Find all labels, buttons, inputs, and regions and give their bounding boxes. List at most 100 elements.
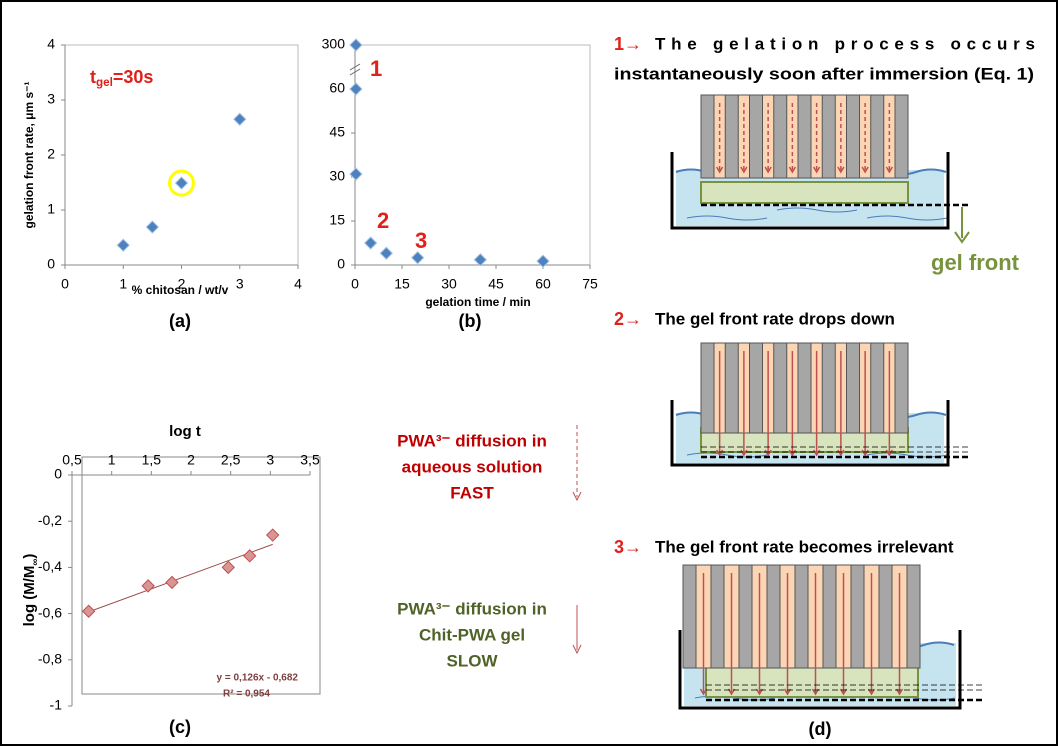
arrow-head	[764, 166, 772, 174]
data-point	[116, 238, 130, 252]
tank	[670, 400, 950, 467]
step-marker: 1→	[614, 34, 642, 54]
data-point	[233, 112, 247, 126]
tube	[773, 94, 788, 179]
data-point	[174, 176, 189, 190]
x-tick-label: 2,5	[221, 452, 241, 468]
y-tick-label: -0,8	[38, 651, 62, 667]
tube	[682, 564, 697, 669]
y-tick-label: 0	[54, 466, 62, 482]
x-tick-label: 4	[294, 276, 302, 292]
step-marker: 3→	[614, 537, 642, 557]
data-point	[349, 167, 363, 181]
data-point	[363, 236, 378, 250]
gel-front-label: gel front	[931, 250, 1020, 275]
data-point	[473, 253, 488, 267]
tube	[724, 342, 739, 434]
arrow-head	[755, 688, 764, 696]
x-tick-label: 3	[236, 276, 244, 292]
x-axis-label: log t	[169, 423, 201, 440]
y-tick-label: 1	[47, 201, 55, 217]
point-annotation: 1	[370, 56, 382, 81]
x-tick-label: 2	[178, 276, 186, 292]
arrow-head	[699, 688, 708, 696]
y-tick-label: 4	[47, 36, 55, 52]
x-tick-label: 0	[351, 276, 359, 292]
gel-layer	[705, 664, 919, 698]
y-tick-label: 0	[47, 256, 55, 272]
data-point	[165, 575, 179, 590]
y-tick-label: -1	[50, 697, 63, 713]
tube	[822, 564, 837, 669]
trendline-equation: y = 0,126x - 0,682	[217, 673, 299, 684]
tank	[670, 152, 950, 230]
data-point	[145, 220, 160, 234]
tube	[870, 342, 885, 434]
panel-label: (a)	[169, 311, 191, 331]
slow-arrow-head	[572, 644, 582, 655]
arrow-head	[727, 688, 736, 696]
arrow-head	[788, 166, 797, 174]
x-tick-label: 1	[108, 452, 116, 468]
x-tick-label: 3,5	[300, 452, 320, 468]
step-text: The gel front rate becomes irrelevant	[655, 537, 954, 556]
point-annotation: 2	[377, 208, 389, 233]
tube	[724, 94, 739, 179]
data-point	[349, 38, 363, 52]
tube	[850, 564, 865, 669]
y-tick-label: 45	[329, 124, 345, 140]
y-tick-label: -0,6	[38, 604, 62, 620]
y-axis-label-part: log (M/M	[21, 566, 38, 627]
y-tick-label: 15	[329, 212, 345, 228]
tube	[700, 94, 715, 179]
y-tick-label: 60	[329, 80, 345, 96]
y-axis-label: log (M/M∞)	[21, 554, 41, 627]
tube	[894, 342, 909, 434]
y-tick-label: 3	[47, 91, 55, 107]
trendline	[88, 543, 273, 613]
x-tick-label: 2	[187, 452, 195, 468]
panel-label: (b)	[459, 311, 482, 331]
tube	[794, 564, 809, 669]
data-point	[242, 549, 257, 563]
arrow-head	[740, 166, 748, 174]
arrow-head	[867, 688, 876, 696]
tube	[821, 94, 836, 179]
water-ripple	[866, 215, 948, 221]
data-point	[266, 528, 280, 542]
y-axis-label-part: ∞	[30, 559, 41, 566]
tube	[749, 94, 763, 179]
data-point	[410, 250, 425, 265]
arrow-head	[837, 166, 845, 174]
highlight-circle	[168, 169, 195, 197]
fast-arrow-head	[572, 491, 582, 502]
tube	[700, 342, 715, 434]
slow-label: PWA³⁻ diffusion in	[397, 599, 547, 618]
tube	[766, 564, 781, 669]
r-squared: R² = 0,954	[223, 689, 270, 700]
y-axis-label: gelation front rate, μm s⁻¹	[22, 81, 36, 228]
fast-label: FAST	[450, 483, 494, 502]
arrow-head	[783, 688, 792, 696]
data-point	[221, 560, 235, 575]
x-tick-label: 45	[488, 276, 504, 292]
step-text: The gel front rate drops down	[655, 309, 895, 328]
gel-layer	[700, 181, 909, 204]
data-point	[379, 246, 394, 260]
x-axis-label: gelation time / min	[425, 295, 530, 309]
tube	[797, 94, 812, 179]
fast-label: PWA³⁻ diffusion in	[397, 431, 547, 450]
x-tick-label: 1,5	[142, 452, 162, 468]
tube	[870, 94, 885, 179]
x-tick-label: 0,5	[62, 452, 82, 468]
y-tick-label: 300	[322, 36, 346, 52]
x-tick-label: 15	[394, 276, 410, 292]
arrow-head	[812, 166, 821, 174]
arrow-head	[895, 688, 904, 696]
tube	[710, 564, 725, 669]
arrow-head	[839, 688, 848, 696]
y-tick-label: -0,2	[38, 512, 62, 528]
axis-break	[349, 63, 361, 76]
data-point	[349, 82, 363, 96]
